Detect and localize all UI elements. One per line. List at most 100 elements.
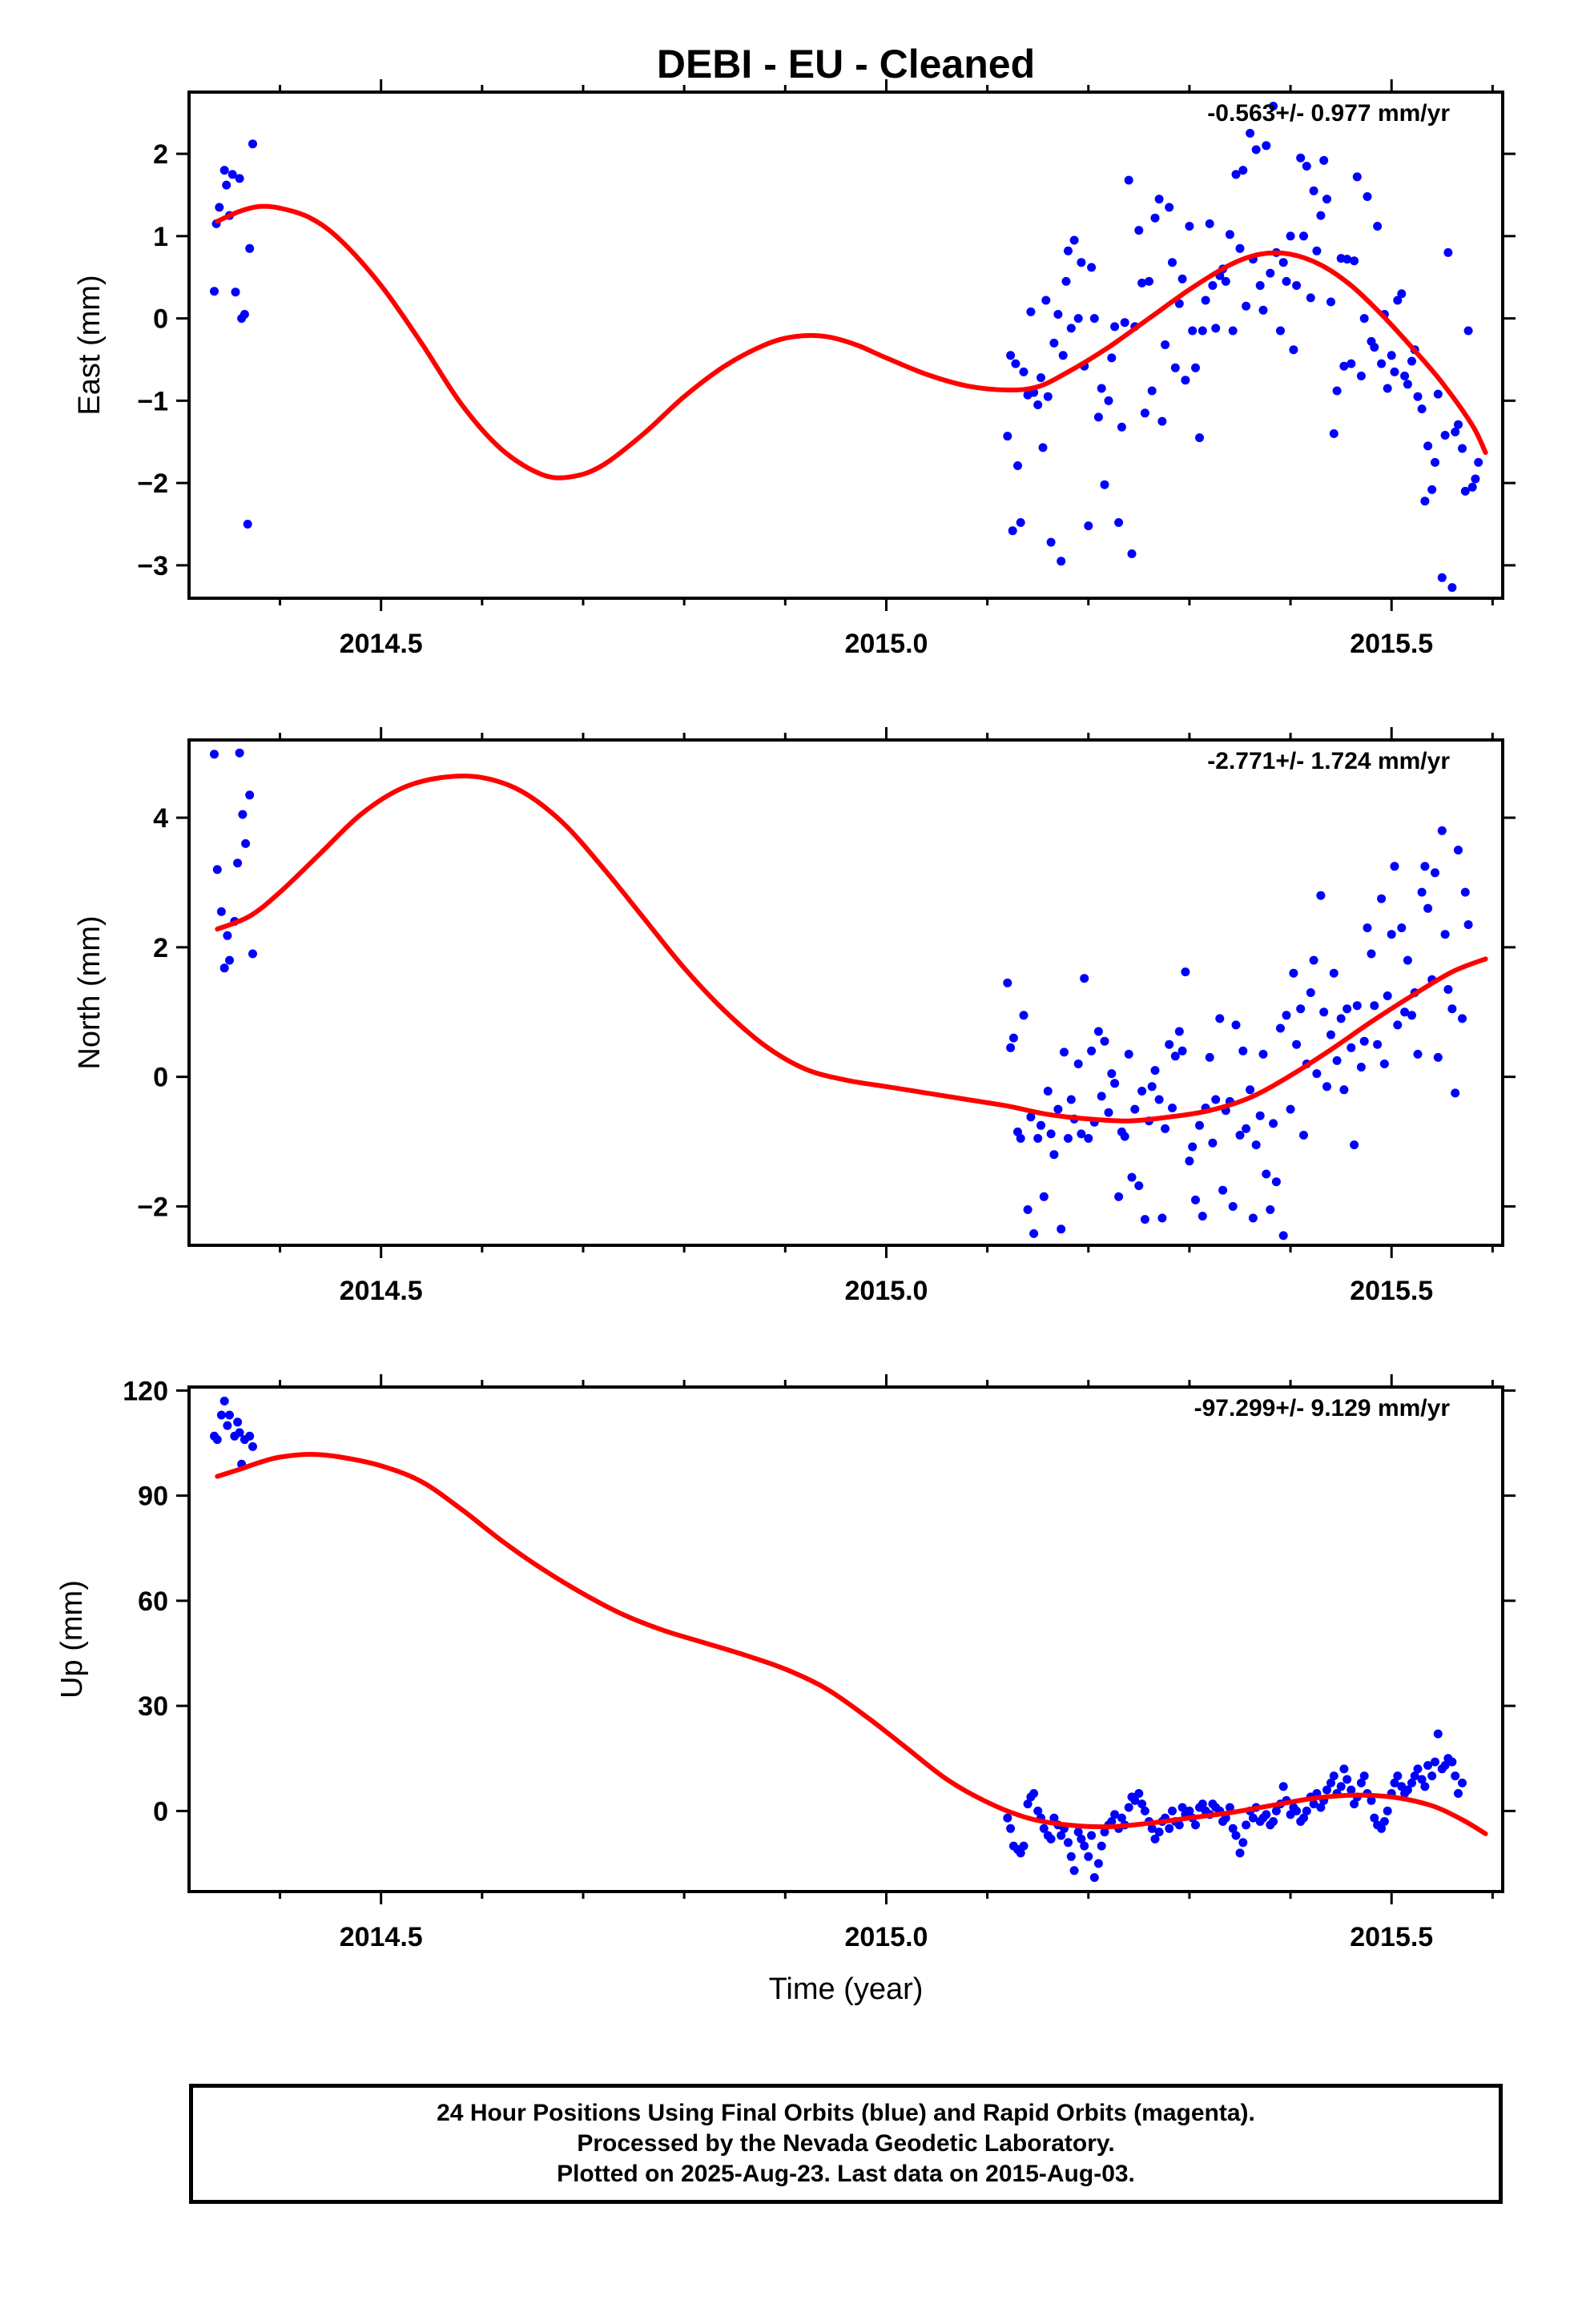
data-point [1352, 1001, 1362, 1011]
data-point [1120, 318, 1129, 328]
data-point [1043, 1087, 1053, 1096]
data-point [1463, 326, 1473, 336]
data-point [1058, 351, 1068, 360]
data-layer-up [210, 1397, 1488, 1882]
data-point [1286, 231, 1295, 241]
data-point [1087, 1831, 1097, 1840]
data-point [1266, 268, 1275, 278]
data-point [1033, 1134, 1043, 1143]
data-point [1168, 1104, 1177, 1112]
data-point [1271, 1177, 1281, 1187]
rate-label-up: -97.299+/- 9.129 mm/yr [1194, 1395, 1451, 1421]
data-point [1013, 461, 1022, 470]
data-point [1218, 1185, 1228, 1195]
data-point [1038, 443, 1048, 452]
data-point [243, 520, 252, 529]
data-point [1367, 1795, 1376, 1805]
data-point [245, 243, 255, 253]
chart-title: DEBI - EU - Cleaned [657, 42, 1035, 86]
x-tick-label: 2015.5 [1350, 1276, 1433, 1306]
data-point [216, 907, 226, 916]
data-point [1110, 1810, 1120, 1819]
data-point [1292, 281, 1302, 290]
data-point [1339, 1085, 1349, 1095]
data-point [1278, 1782, 1288, 1791]
data-point [1413, 1049, 1423, 1059]
data-point [1100, 480, 1109, 489]
data-point [1073, 1827, 1083, 1837]
data-point [1326, 1030, 1335, 1039]
x-axis-label: Time (year) [769, 1972, 924, 2006]
data-point [1023, 1205, 1033, 1214]
data-point [248, 1441, 257, 1451]
data-point [1228, 326, 1238, 336]
data-point [1238, 166, 1248, 175]
data-point [216, 1410, 226, 1420]
data-point [1347, 359, 1356, 368]
data-point [1370, 1813, 1379, 1823]
data-point [238, 810, 248, 819]
data-point [1127, 549, 1137, 558]
data-point [1165, 1039, 1174, 1049]
data-point [212, 1435, 222, 1445]
y-axis-label-north: North (mm) [73, 915, 107, 1069]
x-tick-label: 2015.5 [1350, 629, 1433, 659]
x-tick-label: 2015.0 [844, 629, 928, 659]
data-point [1390, 367, 1399, 376]
data-point [1350, 1140, 1359, 1150]
footer-line-1: 24 Hour Positions Using Final Orbits (bl… [437, 2100, 1255, 2126]
data-point [1292, 1806, 1302, 1815]
data-point [1299, 1131, 1308, 1140]
data-point [1460, 887, 1470, 897]
panel-east: 2014.5 2015.0 2015.5 −3 −2 −1 0 1 2 East (mm) -0.5… [73, 79, 1516, 659]
data-point [1147, 386, 1157, 396]
data-point [1329, 1771, 1338, 1781]
data-point [1443, 247, 1453, 257]
data-point [1066, 1852, 1076, 1861]
data-point [1356, 372, 1366, 380]
data-point [1454, 1789, 1463, 1798]
data-point [1431, 457, 1439, 467]
data-point [1367, 949, 1376, 959]
data-point [1061, 276, 1071, 286]
data-point [1319, 155, 1329, 165]
data-point [1332, 386, 1342, 396]
data-point [1447, 1757, 1457, 1767]
data-point [1107, 1817, 1117, 1826]
data-point [1147, 1082, 1157, 1092]
footer-info-box: 24 Hour Positions Using Final Orbits (bl… [189, 2084, 1503, 2204]
data-point [1299, 231, 1308, 241]
data-point [1084, 1134, 1093, 1143]
data-point [1400, 372, 1410, 380]
y-tick-label: 90 [138, 1482, 168, 1512]
data-point [1041, 296, 1051, 305]
data-point [1211, 324, 1221, 333]
x-tick-label: 2015.5 [1350, 1922, 1433, 1952]
data-point [1185, 1156, 1194, 1166]
data-point [1332, 1055, 1342, 1065]
data-point [1077, 1129, 1086, 1139]
data-point [1006, 1043, 1016, 1052]
data-point [1016, 518, 1025, 527]
data-point [1170, 1051, 1180, 1061]
data-point [1433, 1729, 1443, 1739]
data-point [1053, 1104, 1063, 1114]
data-point [1097, 384, 1106, 393]
data-point [240, 310, 249, 319]
data-point [1390, 1778, 1399, 1787]
data-point [1271, 1806, 1281, 1815]
data-point [1262, 1169, 1271, 1179]
data-point [1019, 367, 1029, 376]
data-point [1322, 195, 1331, 204]
data-point [1195, 433, 1204, 443]
data-point [1474, 457, 1483, 467]
y-tick-label: 30 [138, 1691, 168, 1722]
data-point [1235, 243, 1245, 253]
data-point [1383, 384, 1392, 393]
data-point [1130, 1795, 1140, 1805]
data-point [1069, 1866, 1079, 1876]
x-tick-label: 2015.0 [844, 1276, 928, 1306]
data-point [1157, 1213, 1167, 1223]
data-point [1433, 389, 1443, 399]
data-point [1107, 1069, 1117, 1079]
